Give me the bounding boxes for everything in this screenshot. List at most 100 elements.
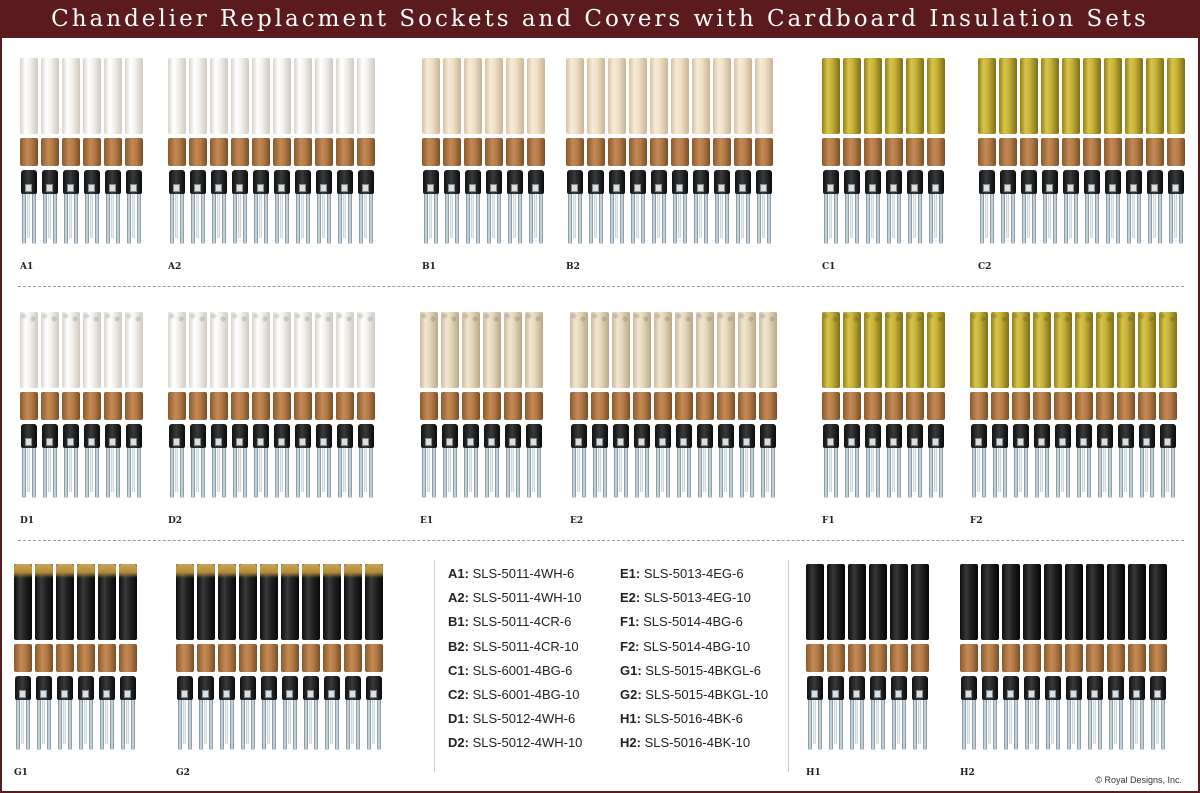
- cardboard-insulation: [462, 392, 480, 420]
- candle-cover: [1002, 564, 1020, 640]
- cardboard-insulation: [20, 392, 38, 420]
- set-label: F1: [822, 516, 835, 526]
- cardboard-insulation: [806, 644, 824, 672]
- candelabra-socket: [125, 170, 143, 246]
- cardboard-insulation: [692, 138, 710, 166]
- cardboard-insulation: [83, 138, 101, 166]
- candle-cover: [1054, 312, 1072, 388]
- legend-code: E1:: [620, 566, 641, 581]
- candelabra-socket: [344, 676, 362, 752]
- cardboard-insulation: [422, 138, 440, 166]
- candle-cover: [294, 312, 312, 388]
- candelabra-socket: [759, 424, 777, 500]
- cardboard-insulation: [1125, 138, 1143, 166]
- legend-row: B1: SLS-5011-4CR-6: [448, 614, 638, 638]
- row-divider: [18, 540, 1184, 541]
- socket-row: [822, 424, 948, 500]
- candelabra-socket: [252, 170, 270, 246]
- insulation-row: [168, 138, 378, 166]
- legend-row: D1: SLS-5012-4WH-6: [448, 711, 638, 735]
- candle-cover: [197, 564, 215, 640]
- candle-cover-row: [822, 312, 948, 388]
- set-label: B2: [566, 262, 580, 272]
- candle-cover: [462, 312, 480, 388]
- cardboard-insulation: [927, 392, 945, 420]
- candelabra-socket: [1041, 170, 1059, 246]
- cardboard-insulation: [671, 138, 689, 166]
- cardboard-insulation: [978, 138, 996, 166]
- candle-cover: [273, 312, 291, 388]
- cardboard-insulation: [734, 138, 752, 166]
- candelabra-socket: [189, 170, 207, 246]
- legend-part-number: SLS-5016-4BK-10: [644, 735, 751, 751]
- candelabra-socket: [168, 170, 186, 246]
- legend-part-number: SLS-5012-4WH-6: [472, 711, 576, 727]
- candelabra-socket: [443, 170, 461, 246]
- socket-row: [168, 170, 378, 246]
- candelabra-socket: [1044, 676, 1062, 752]
- cardboard-insulation: [485, 138, 503, 166]
- candle-cover: [252, 58, 270, 134]
- candle-cover: [822, 312, 840, 388]
- cardboard-insulation: [822, 392, 840, 420]
- candle-cover: [843, 58, 861, 134]
- candelabra-socket: [323, 676, 341, 752]
- candle-cover-row: [978, 58, 1188, 134]
- cardboard-insulation: [365, 644, 383, 672]
- candle-cover: [890, 564, 908, 640]
- candelabra-socket: [1083, 170, 1101, 246]
- candle-cover: [168, 58, 186, 134]
- candle-cover: [56, 564, 74, 640]
- candle-cover: [759, 312, 777, 388]
- candle-cover: [41, 312, 59, 388]
- candelabra-socket: [890, 676, 908, 752]
- candle-cover-row: [168, 312, 378, 388]
- cardboard-insulation: [738, 392, 756, 420]
- cardboard-insulation: [231, 392, 249, 420]
- legend-code: H1:: [620, 711, 641, 727]
- candle-cover: [671, 58, 689, 134]
- candle-cover: [125, 58, 143, 134]
- set-label: B1: [422, 262, 436, 272]
- cardboard-insulation: [77, 644, 95, 672]
- candelabra-socket: [570, 424, 588, 500]
- candle-cover: [168, 312, 186, 388]
- candle-cover: [848, 564, 866, 640]
- candelabra-socket: [717, 424, 735, 500]
- candelabra-socket: [1167, 170, 1185, 246]
- cardboard-insulation: [1086, 644, 1104, 672]
- cardboard-insulation: [1065, 644, 1083, 672]
- cardboard-insulation: [1075, 392, 1093, 420]
- legend-row: A2: SLS-5011-4WH-10: [448, 590, 638, 614]
- cardboard-insulation: [420, 392, 438, 420]
- cardboard-insulation: [273, 392, 291, 420]
- candle-cover: [231, 312, 249, 388]
- cardboard-insulation: [252, 392, 270, 420]
- candelabra-socket: [336, 424, 354, 500]
- legend-code: A1:: [448, 566, 469, 581]
- candle-cover: [1044, 564, 1062, 640]
- legend-part-number: SLS-5014-4BG-6: [643, 614, 743, 630]
- candle-cover: [443, 58, 461, 134]
- candle-cover-row: [20, 312, 146, 388]
- candle-cover: [422, 58, 440, 134]
- candle-cover: [566, 58, 584, 134]
- cardboard-insulation: [1041, 138, 1059, 166]
- candelabra-socket: [189, 424, 207, 500]
- cardboard-insulation: [119, 644, 137, 672]
- candle-cover: [654, 312, 672, 388]
- candelabra-socket: [1054, 424, 1072, 500]
- cardboard-insulation: [168, 138, 186, 166]
- candelabra-socket: [1128, 676, 1146, 752]
- candle-cover: [357, 58, 375, 134]
- legend-part-number: SLS-6001-4BG-10: [472, 686, 580, 702]
- candelabra-socket: [41, 424, 59, 500]
- cardboard-insulation: [864, 138, 882, 166]
- cardboard-insulation: [1117, 392, 1135, 420]
- set-label: F2: [970, 516, 983, 526]
- candle-cover: [260, 564, 278, 640]
- candelabra-socket: [20, 424, 38, 500]
- candle-cover-row: [14, 564, 140, 640]
- candelabra-socket: [843, 424, 861, 500]
- socket-row: [960, 676, 1170, 752]
